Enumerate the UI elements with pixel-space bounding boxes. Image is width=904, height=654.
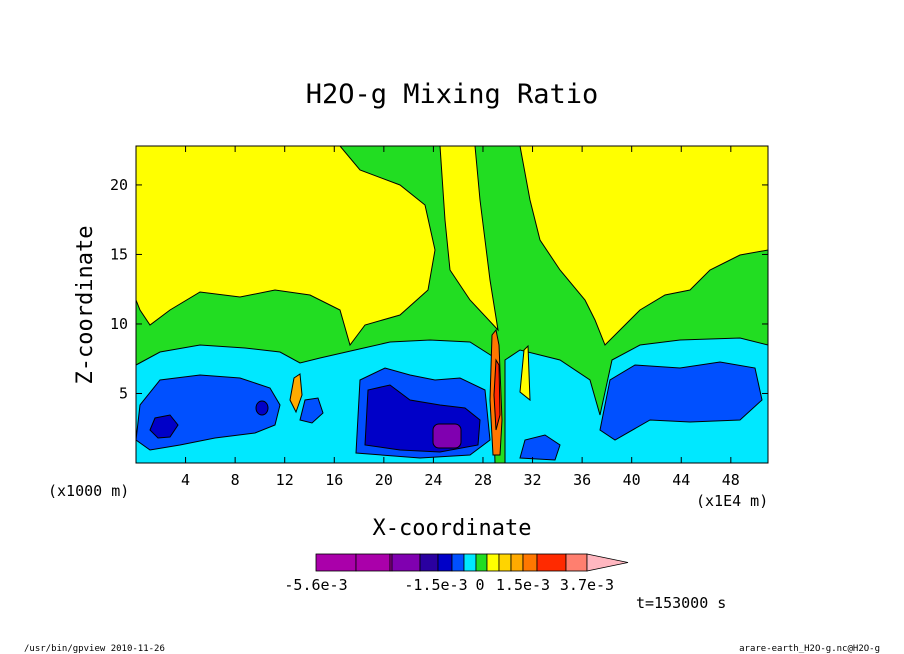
colorbar-label: 1.5e-3: [496, 576, 550, 594]
contour-fill-blue-low: [519, 434, 561, 461]
contour-fill-navy-spot: [255, 400, 269, 416]
x-tick-label: 48: [722, 471, 740, 489]
colorbar-arrow: [586, 553, 629, 572]
contour-plot-area: [136, 146, 768, 463]
x-tick-label: 16: [325, 471, 343, 489]
y-tick-label: 15: [110, 245, 128, 263]
y-tick-label: 10: [110, 315, 128, 333]
x-tick-label: 44: [672, 471, 690, 489]
x-tick-label: 28: [474, 471, 492, 489]
x-tick-label: 36: [573, 471, 591, 489]
chart-title: H2O-g Mixing Ratio: [306, 79, 599, 110]
x-tick-label: 12: [276, 471, 294, 489]
footer-right: arare-earth_H2O-g.nc@H2O-g: [739, 644, 880, 654]
colorbar-label: 0: [475, 576, 484, 594]
contour-fill-yellow-right: [519, 146, 768, 346]
x-tick-label: 24: [424, 471, 442, 489]
colorbar-segment: [486, 553, 500, 572]
colorbar-segment: [475, 553, 488, 572]
x-tick-label: 20: [375, 471, 393, 489]
colorbar-segment: [437, 553, 453, 572]
x-tick-label: 8: [231, 471, 240, 489]
y-tick-label: 5: [119, 384, 128, 402]
colorbar-segment: [315, 553, 357, 572]
colorbar-label: -1.5e-3: [404, 576, 467, 594]
y-tick-label: 20: [110, 176, 128, 194]
colorbar-segment: [510, 553, 524, 572]
footer-left: /usr/bin/gpview 2010-11-26: [24, 644, 165, 654]
contour-fill-yellow-upper: [136, 146, 436, 347]
colorbar-segment: [498, 553, 512, 572]
colorbar-labels: -5.6e-3 -1.5e-3 0 1.5e-3 3.7e-3: [284, 576, 614, 594]
contour-fill-blue-right: [599, 361, 763, 441]
colorbar-segment: [451, 553, 465, 572]
contour-fill-yellow-center: [439, 146, 499, 332]
colorbar-segment: [355, 553, 391, 572]
contour-spot-yellow: [519, 344, 531, 402]
colorbar-segment: [522, 553, 538, 572]
colorbar-segment: [419, 553, 439, 572]
time-label: t=153000 s: [636, 594, 726, 612]
x-tick-label: 32: [524, 471, 542, 489]
colorbar-label: -5.6e-3: [284, 576, 347, 594]
y-axis-label: Z-coordinate: [73, 226, 98, 385]
contour-column-hot: [493, 358, 501, 431]
y-axis-ticks: 5 10 15 20: [110, 176, 768, 402]
colorbar-segment: [391, 553, 421, 572]
plot-frame: [135, 145, 769, 464]
x-axis-label: X-coordinate: [373, 516, 532, 541]
colorbar: [315, 553, 629, 572]
x-tick-label: 40: [623, 471, 641, 489]
colorbar-segment: [565, 553, 588, 572]
x-tick-label: 4: [181, 471, 190, 489]
contour-fill-purple-min: [432, 423, 462, 449]
colorbar-segment: [536, 553, 567, 572]
contour-fill-blue-small: [299, 397, 324, 424]
contour-fill-navy-left: [149, 414, 179, 439]
contour-spot-orange: [289, 373, 303, 414]
x-axis-ticks: 4 8 12 16 20 24 28 32 36 40 44 48: [181, 146, 740, 489]
x-scale-note: (x1E4 m): [696, 492, 768, 510]
x-unit-label: (x1000 m): [48, 482, 129, 500]
colorbar-segment: [463, 553, 477, 572]
colorbar-label: 3.7e-3: [560, 576, 614, 594]
